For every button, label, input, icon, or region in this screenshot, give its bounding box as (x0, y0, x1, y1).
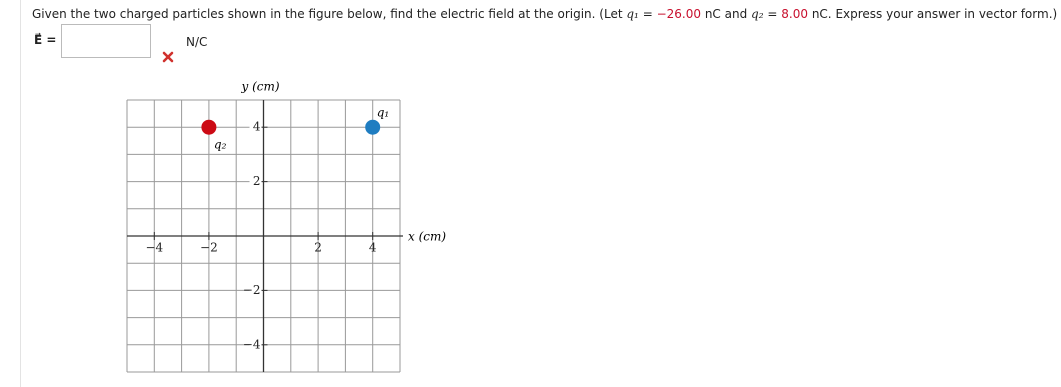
x-tick-label: 4 (369, 241, 377, 255)
tick-label-bg (249, 338, 262, 351)
x-tick-label: −4 (145, 241, 163, 255)
y-tick-label: −2 (243, 283, 261, 297)
incorrect-icon (162, 51, 174, 63)
charge (201, 119, 217, 135)
symbol: q₂ (751, 7, 764, 21)
y-tick-label: 2 (253, 174, 261, 188)
question: Given the two charged particles shown in… (32, 7, 1057, 21)
value: 8.00 (781, 7, 808, 21)
tick-label-bg (249, 284, 262, 297)
value: −26.00 (656, 7, 701, 21)
y-tick-label: −4 (243, 337, 261, 351)
x-tick-label: −2 (200, 241, 218, 255)
charge-label: q₂ (214, 138, 227, 152)
equals: = (767, 7, 778, 21)
panel (20, 0, 1061, 387)
charge (365, 119, 381, 135)
y-axis-label: y (cm) (241, 80, 280, 94)
answer-label: E⃗ = (34, 33, 57, 47)
equals: = (642, 7, 653, 21)
unit: nC (704, 7, 721, 21)
answer-input[interactable] (61, 24, 151, 58)
symbol: q₁ (626, 7, 639, 21)
y-tick-label: 4 (253, 120, 261, 134)
charge-label: q₁ (377, 106, 390, 120)
answer-unit: N/C (186, 35, 208, 49)
unit: nC. (811, 7, 832, 21)
instruction: Express your answer in vector form.) (835, 7, 1058, 21)
tick-label-bg (249, 175, 262, 188)
question-text: Given the two charged particles shown in… (32, 7, 623, 21)
x-tick-label: 2 (314, 241, 322, 255)
tick-label-bg (249, 121, 262, 134)
joiner: and (724, 7, 748, 21)
x-axis-label: x (cm) (408, 230, 446, 244)
